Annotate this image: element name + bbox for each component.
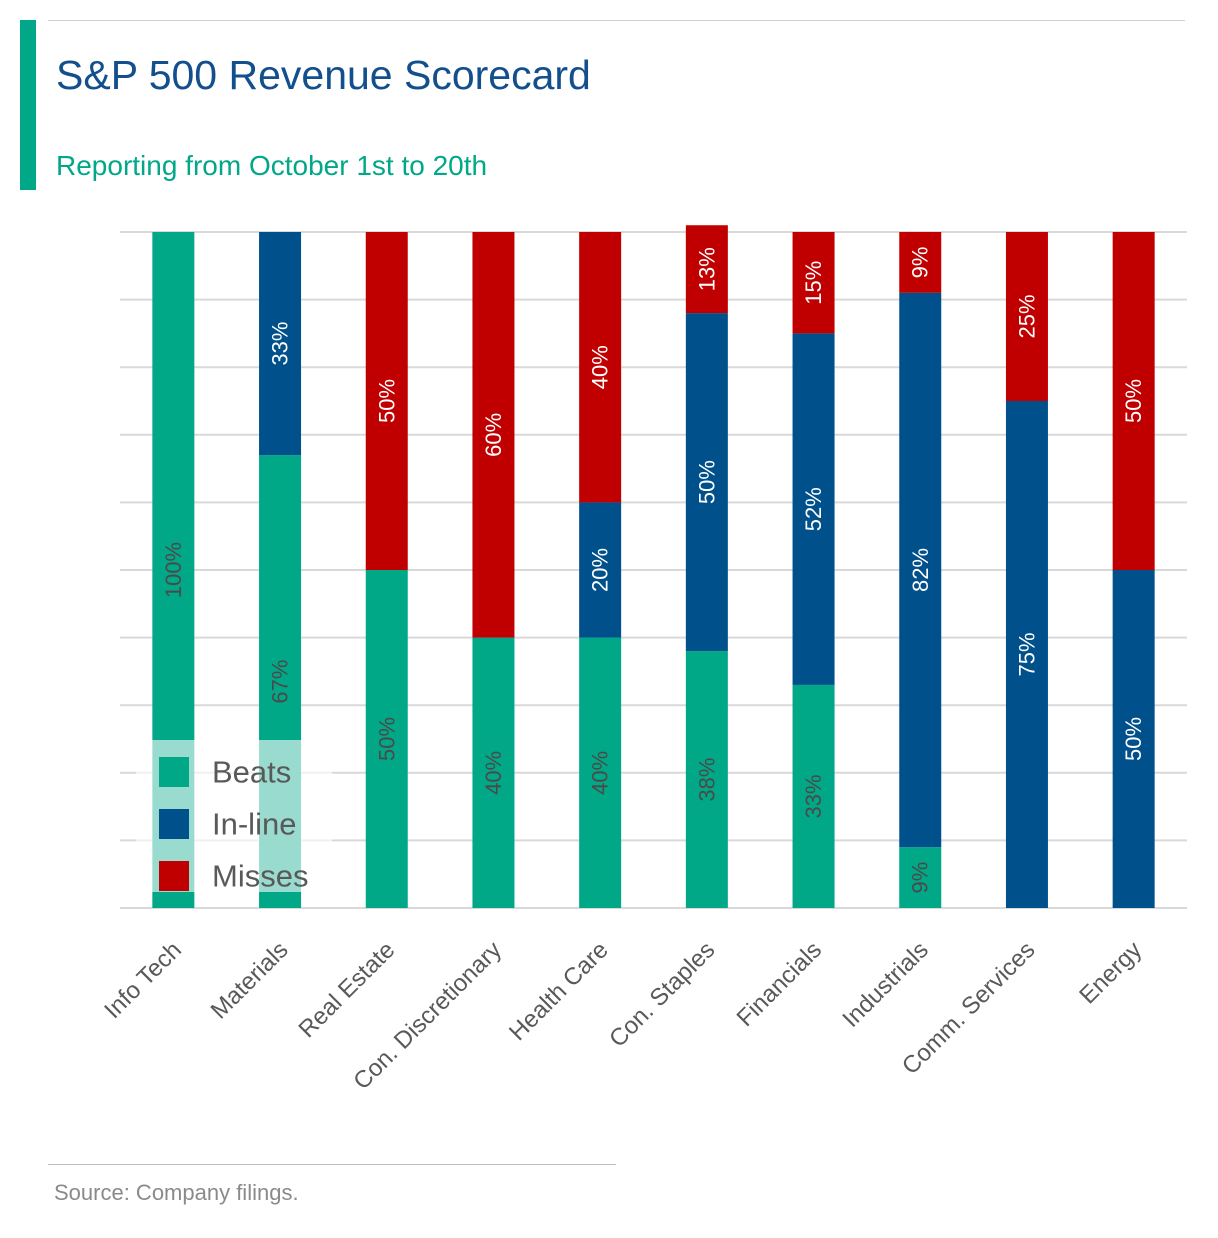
data-label: 20% [588, 548, 613, 592]
bar-segment-beats [792, 684, 835, 908]
legend-swatch-misses [159, 861, 189, 891]
data-label: 40% [588, 345, 613, 389]
legend-swatch-beats [159, 757, 189, 787]
x-tick-label: Energy [1074, 936, 1147, 1009]
data-label: 75% [1014, 632, 1039, 676]
data-label: 33% [268, 322, 293, 366]
bar-segment-misses [685, 225, 728, 314]
bar-segment-misses [579, 232, 622, 503]
data-label: 40% [481, 751, 506, 795]
data-label: 13% [694, 247, 719, 291]
bar-segment-misses [792, 232, 835, 334]
bar-segment-beats [579, 637, 622, 908]
data-label: 100% [161, 542, 186, 598]
bar-segment-in-line [1005, 401, 1048, 908]
bar-segment-in-line [579, 502, 622, 638]
bar-segment-beats [685, 651, 728, 908]
legend-label: Misses [212, 859, 308, 894]
x-tick-label: Con. Staples [604, 936, 720, 1052]
data-label: 50% [374, 717, 399, 761]
data-label: 50% [694, 460, 719, 504]
top-rule [48, 20, 1185, 21]
legend-label: Beats [212, 755, 291, 790]
x-tick-label: Industrials [837, 936, 933, 1032]
data-label: 25% [1014, 294, 1039, 338]
bar-segment-beats [472, 637, 515, 908]
bar-segment-misses [1005, 232, 1048, 401]
legend-label: In-line [212, 807, 296, 842]
data-label: 38% [694, 758, 719, 802]
data-label: 52% [801, 487, 826, 531]
bar-segment-misses [1112, 232, 1155, 570]
data-label: 82% [908, 548, 933, 592]
data-label: 33% [801, 774, 826, 818]
x-tick-label: Info Tech [99, 936, 187, 1024]
chart-subtitle: Reporting from October 1st to 20th [56, 150, 488, 181]
legend-swatch-in-line [159, 809, 189, 839]
data-label: 15% [801, 261, 826, 305]
x-tick-label: Materials [206, 936, 294, 1024]
bar-segment-misses [365, 232, 408, 570]
source-note: Source: Company filings. [54, 1180, 299, 1205]
bar-segment-in-line [899, 292, 942, 848]
data-label: 50% [1121, 379, 1146, 423]
data-label: 50% [1121, 717, 1146, 761]
x-tick-label: Real Estate [293, 936, 400, 1043]
chart-title: S&P 500 Revenue Scorecard [56, 52, 591, 98]
title-accent-bar [20, 20, 36, 190]
data-label: 50% [374, 379, 399, 423]
data-label: 67% [268, 660, 293, 704]
x-tick-label: Financials [732, 936, 827, 1031]
bar-segment-misses [472, 232, 515, 638]
bar-segment-beats [899, 847, 942, 908]
stacked-bar-chart: 100% Info Tech 67% 33% Materials 50% 50% Real E… [99, 225, 1187, 1095]
bar-segment-in-line [792, 333, 835, 685]
bar-segment-in-line [259, 232, 302, 456]
data-label: 9% [908, 862, 933, 894]
source-rule [48, 1164, 616, 1165]
bar-segment-beats [365, 570, 408, 908]
bar-segment-in-line [685, 313, 728, 652]
x-tick-label: Health Care [504, 936, 614, 1046]
bar-segment-misses [899, 232, 942, 293]
data-label: 9% [908, 247, 933, 279]
data-label: 40% [588, 751, 613, 795]
bar-segment-in-line [1112, 570, 1155, 908]
data-label: 60% [481, 413, 506, 457]
